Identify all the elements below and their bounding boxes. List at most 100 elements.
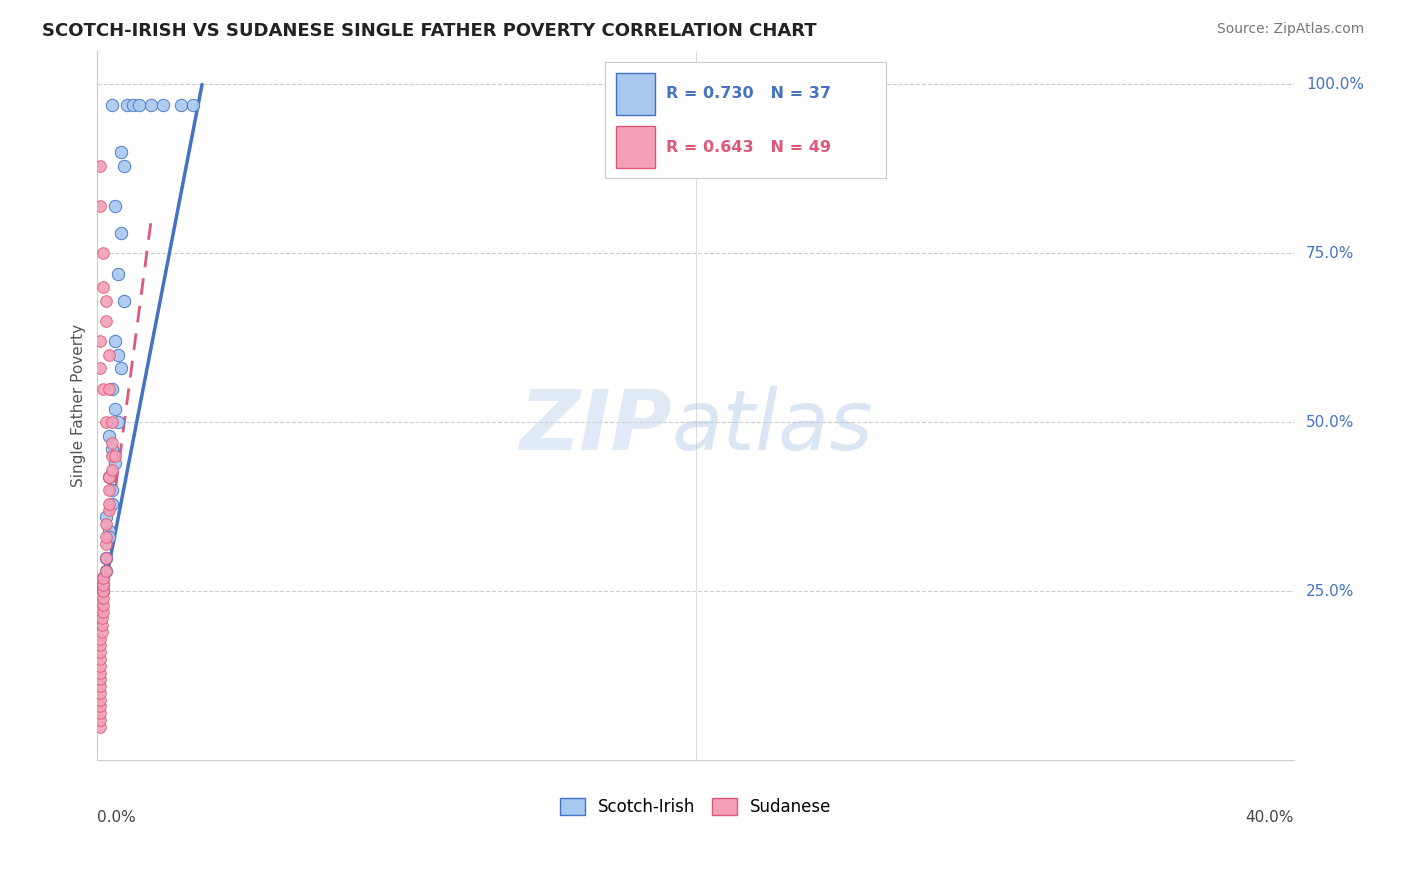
Point bbox=[101, 497, 124, 511]
Point bbox=[91, 382, 114, 396]
Point bbox=[96, 564, 118, 578]
Point bbox=[89, 645, 111, 659]
Point bbox=[89, 665, 111, 680]
Point bbox=[98, 429, 121, 443]
Point bbox=[91, 605, 114, 619]
Point bbox=[89, 591, 111, 606]
Text: SCOTCH-IRISH VS SUDANESE SINGLE FATHER POVERTY CORRELATION CHART: SCOTCH-IRISH VS SUDANESE SINGLE FATHER P… bbox=[42, 22, 817, 40]
Text: 25.0%: 25.0% bbox=[1306, 584, 1354, 599]
Point bbox=[89, 632, 111, 646]
Point bbox=[107, 267, 129, 281]
Point bbox=[89, 706, 111, 720]
Point bbox=[96, 516, 118, 531]
Point bbox=[98, 382, 121, 396]
Point bbox=[98, 348, 121, 362]
Point bbox=[91, 584, 114, 599]
Point bbox=[89, 686, 111, 700]
Point bbox=[89, 159, 111, 173]
Point bbox=[141, 97, 163, 112]
Point bbox=[90, 624, 112, 639]
Point bbox=[91, 571, 114, 585]
Point bbox=[90, 618, 112, 632]
Point bbox=[104, 449, 127, 463]
Point bbox=[96, 537, 118, 551]
Point bbox=[91, 598, 114, 612]
Point bbox=[181, 97, 204, 112]
Text: R = 0.643   N = 49: R = 0.643 N = 49 bbox=[666, 139, 831, 154]
Point bbox=[107, 416, 129, 430]
Point bbox=[104, 401, 127, 416]
Point bbox=[89, 658, 111, 673]
Point bbox=[96, 550, 118, 565]
Point bbox=[110, 361, 132, 376]
Point bbox=[98, 469, 121, 483]
Point bbox=[110, 226, 132, 240]
Point bbox=[128, 97, 150, 112]
Point bbox=[101, 435, 124, 450]
Point bbox=[96, 550, 118, 565]
Point bbox=[91, 591, 114, 606]
Point bbox=[98, 483, 121, 497]
FancyBboxPatch shape bbox=[616, 73, 655, 114]
Point bbox=[89, 605, 111, 619]
Point bbox=[91, 280, 114, 294]
Point bbox=[89, 639, 111, 653]
Point bbox=[152, 97, 174, 112]
FancyBboxPatch shape bbox=[616, 126, 655, 168]
Text: 100.0%: 100.0% bbox=[1306, 77, 1364, 92]
Point bbox=[89, 679, 111, 693]
Point bbox=[91, 571, 114, 585]
Point bbox=[96, 530, 118, 544]
Point bbox=[96, 510, 118, 524]
Point bbox=[110, 145, 132, 159]
Point bbox=[98, 524, 121, 538]
Point bbox=[96, 293, 118, 308]
Point bbox=[89, 334, 111, 349]
Point bbox=[89, 361, 111, 376]
Point bbox=[91, 584, 114, 599]
Point bbox=[98, 530, 121, 544]
Point bbox=[89, 652, 111, 666]
Text: ZIP: ZIP bbox=[519, 386, 672, 467]
Text: 50.0%: 50.0% bbox=[1306, 415, 1354, 430]
Point bbox=[170, 97, 193, 112]
Point bbox=[101, 382, 124, 396]
Point bbox=[91, 577, 114, 591]
Text: 40.0%: 40.0% bbox=[1246, 810, 1294, 825]
Point bbox=[91, 577, 114, 591]
Point bbox=[89, 713, 111, 727]
Point bbox=[107, 348, 129, 362]
Point bbox=[98, 503, 121, 517]
Point bbox=[104, 199, 127, 213]
Text: Source: ZipAtlas.com: Source: ZipAtlas.com bbox=[1216, 22, 1364, 37]
Point bbox=[112, 159, 135, 173]
Point bbox=[117, 97, 139, 112]
Point bbox=[89, 699, 111, 714]
Legend: Scotch-Irish, Sudanese: Scotch-Irish, Sudanese bbox=[553, 791, 838, 823]
Point bbox=[89, 199, 111, 213]
Point bbox=[112, 293, 135, 308]
Text: 0.0%: 0.0% bbox=[97, 810, 136, 825]
Point bbox=[101, 449, 124, 463]
Text: atlas: atlas bbox=[672, 386, 873, 467]
Point bbox=[101, 97, 124, 112]
Point bbox=[98, 469, 121, 483]
Point bbox=[101, 483, 124, 497]
Point bbox=[89, 720, 111, 734]
Point bbox=[96, 564, 118, 578]
Point bbox=[101, 416, 124, 430]
Point bbox=[91, 246, 114, 260]
Point bbox=[89, 692, 111, 706]
Text: 75.0%: 75.0% bbox=[1306, 246, 1354, 261]
Point bbox=[104, 456, 127, 470]
Point bbox=[101, 442, 124, 457]
Point bbox=[122, 97, 145, 112]
Point bbox=[89, 673, 111, 687]
Point bbox=[89, 598, 111, 612]
Point bbox=[98, 497, 121, 511]
Point bbox=[96, 314, 118, 328]
Point bbox=[101, 463, 124, 477]
Point bbox=[96, 416, 118, 430]
Text: R = 0.730   N = 37: R = 0.730 N = 37 bbox=[666, 87, 831, 102]
Point bbox=[90, 611, 112, 625]
